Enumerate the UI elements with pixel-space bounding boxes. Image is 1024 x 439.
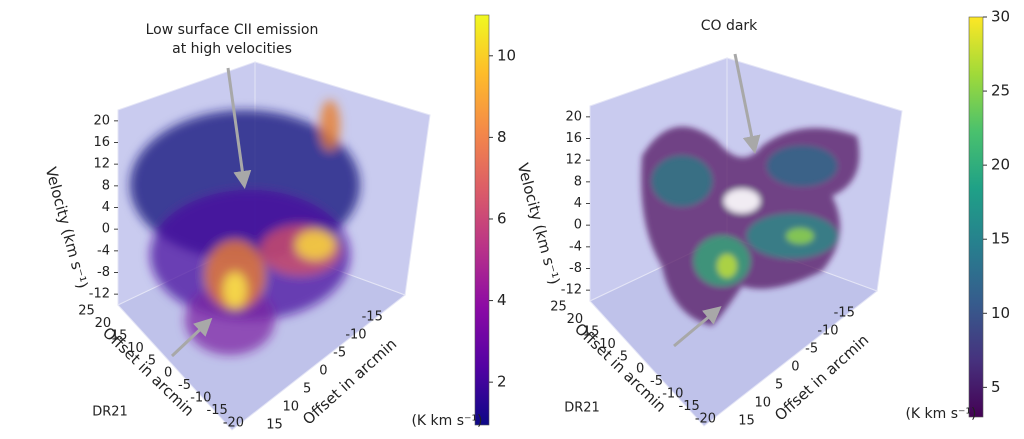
x-tick-label: -15 — [679, 399, 700, 414]
x-tick-label: 5 — [148, 353, 156, 368]
x-tick-label: 20 — [567, 312, 584, 327]
z-tick-label: -8 — [97, 265, 110, 280]
y-tick-label: 5 — [303, 381, 311, 396]
z-tick-label: 20 — [93, 113, 110, 128]
colorbar — [968, 16, 984, 418]
region-label: DR21 — [564, 401, 600, 416]
colorbar-tick-label: 30 — [991, 8, 1010, 26]
x-tick-label: 0 — [164, 366, 172, 381]
volume-render — [130, 100, 360, 355]
z-axis-label: Velocity (km s⁻¹) — [514, 161, 564, 287]
arrow — [170, 317, 213, 358]
z-tick-label: -4 — [569, 239, 582, 254]
x-tick-label: 10 — [599, 337, 616, 352]
colorbar-tick-label: 8 — [497, 128, 507, 146]
z-tick-label: 20 — [565, 109, 582, 124]
colorbar-tick-label: 10 — [991, 304, 1010, 322]
z-tick-label: 0 — [574, 218, 582, 233]
y-tick-label: 10 — [283, 399, 300, 414]
colorbar-tick-label: 15 — [991, 230, 1010, 248]
z-tick-label: 4 — [574, 196, 582, 211]
y-tick-label: 5 — [775, 377, 783, 392]
arrow — [226, 67, 252, 189]
y-tick-label: 15 — [266, 417, 283, 432]
colorbar-tick-label: 10 — [497, 46, 516, 64]
volume-render — [641, 126, 860, 326]
z-tick-label: 12 — [93, 157, 110, 172]
colorbar-tick-label: 6 — [497, 209, 507, 227]
z-tick-label: 12 — [565, 153, 582, 168]
annotation: at high velocities — [172, 41, 292, 57]
x-tick-label: -5 — [178, 378, 191, 393]
x-tick-label: -15 — [207, 403, 228, 418]
x-tick-label: 15 — [111, 328, 128, 343]
z-tick-label: -12 — [89, 287, 110, 302]
x-tick-label: 25 — [78, 303, 95, 318]
z-tick-label: 0 — [102, 222, 110, 237]
z-tick-label: 16 — [93, 135, 110, 150]
annotation: Low surface CII emission — [146, 22, 319, 38]
y-tick-label: -15 — [834, 305, 855, 320]
x-tick-label: 0 — [636, 362, 644, 377]
z-tick-label: -4 — [97, 243, 110, 258]
z-tick-label: 8 — [574, 174, 582, 189]
x-tick-label: 10 — [127, 341, 144, 356]
colorbar-label: (K km s⁻¹) — [411, 413, 482, 429]
z-tick-label: 4 — [102, 200, 110, 215]
x-tick-label: -10 — [662, 387, 683, 402]
x-tick-label: -20 — [223, 416, 244, 431]
colorbar-tick-label: 25 — [991, 82, 1010, 100]
x-tick-label: 25 — [550, 299, 567, 314]
annotation: CO dark — [701, 18, 758, 34]
z-tick-label: 16 — [565, 131, 582, 146]
z-tick-label: -12 — [561, 283, 582, 298]
y-tick-label: -5 — [333, 345, 346, 360]
y-tick-label: -10 — [345, 327, 366, 342]
x-tick-label: -5 — [650, 374, 663, 389]
y-tick-label: -15 — [362, 309, 383, 324]
colorbar-tick-label: 5 — [991, 378, 1001, 396]
z-tick-label: -8 — [569, 261, 582, 276]
z-tick-label: 8 — [102, 178, 110, 193]
x-tick-label: 15 — [583, 324, 600, 339]
z-axis-label: Velocity (km s⁻¹) — [42, 165, 92, 291]
y-tick-label: 0 — [791, 359, 799, 374]
y-tick-label: 10 — [755, 395, 772, 410]
colorbar-label: (K km s⁻¹) — [905, 406, 976, 422]
y-tick-label: 0 — [319, 363, 327, 378]
x-tick-label: 5 — [620, 349, 628, 364]
arrow — [733, 53, 761, 154]
region-label: DR21 — [92, 405, 128, 420]
x-tick-label: -10 — [190, 391, 211, 406]
y-tick-label: 15 — [738, 413, 755, 428]
arrow — [673, 306, 722, 348]
colorbar-tick-label: 2 — [497, 373, 507, 391]
y-tick-label: -5 — [805, 341, 818, 356]
x-tick-label: 20 — [95, 316, 112, 331]
x-tick-label: -20 — [695, 412, 716, 427]
colorbar-tick-label: 20 — [991, 156, 1010, 174]
colorbar-tick-label: 4 — [497, 291, 507, 309]
y-tick-label: -10 — [817, 323, 838, 338]
colorbar — [474, 14, 490, 426]
